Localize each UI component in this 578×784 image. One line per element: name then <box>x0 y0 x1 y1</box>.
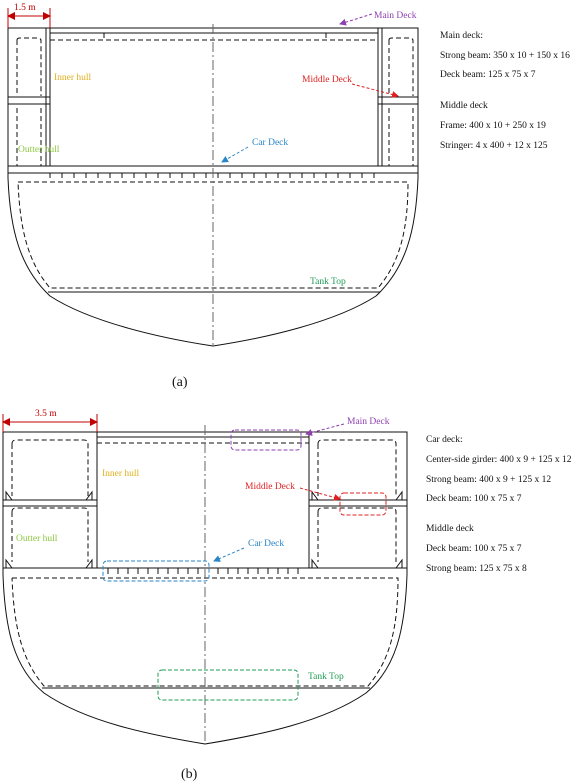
caption-a: (a) <box>172 375 188 390</box>
tank-top-label-a: Tank Top <box>310 277 346 287</box>
spec-b-line: Car deck: <box>426 435 463 445</box>
specs-a: Main deck: Strong beam: 350 x 10 + 150 x… <box>440 31 570 151</box>
panel-a <box>7 8 419 347</box>
spec-a-line: Frame: 400 x 10 + 250 x 19 <box>440 121 546 131</box>
hull-outline-b <box>2 431 408 745</box>
car-deck-label-a: Car Deck <box>252 138 288 148</box>
spec-a-line: Deck beam: 125 x 75 x 7 <box>440 70 536 80</box>
spec-b-line: Center-side girder: 400 x 9 + 125 x 12 <box>426 455 572 465</box>
outter-hull-label-a: Outter hull <box>18 145 60 155</box>
middle-deck-highlight-b <box>339 492 387 516</box>
middle-deck-label-a: Middle Deck <box>302 75 352 85</box>
spec-a-line: Main deck: <box>440 31 483 41</box>
car-deck-label-b: Car Deck <box>248 539 284 549</box>
inner-hull-label-b: Inner hull <box>102 469 140 479</box>
spec-b-line: Middle deck <box>426 524 474 534</box>
spec-a-line: Middle deck <box>440 101 488 111</box>
hull-outline-a <box>7 27 419 347</box>
car-deck-beams-a <box>49 173 375 178</box>
car-deck-beams-b <box>107 568 299 574</box>
outter-hull-label-b: Outter hull <box>16 534 58 544</box>
specs-b: Car deck: Center-side girder: 400 x 9 + … <box>426 435 572 574</box>
spec-b-line: Deck beam: 100 x 75 x 7 <box>426 544 522 554</box>
tank-top-highlight-b <box>157 669 299 701</box>
spec-a-line: Stringer: 4 x 400 + 12 x 125 <box>440 141 548 151</box>
dimension-label-b: 3.5 m <box>35 409 57 419</box>
main-deck-label-a: Main Deck <box>374 11 417 21</box>
spec-b-line: Deck beam: 100 x 75 x 7 <box>426 494 522 504</box>
inner-hull-label-a: Inner hull <box>54 73 92 83</box>
dimension-label-a: 1.5 m <box>14 3 36 13</box>
car-deck-highlight-b <box>102 560 210 582</box>
caption-b: (b) <box>181 767 198 782</box>
tank-top-label-b: Tank Top <box>308 672 344 682</box>
panel-a-labels: 1.5 m Main Deck Inner hull Middle Deck O… <box>14 3 570 390</box>
main-deck-label-b: Main Deck <box>347 417 390 427</box>
middle-deck-label-b: Middle Deck <box>245 482 295 492</box>
spec-b-line: Strong beam: 400 x 9 + 125 x 12 <box>426 475 551 485</box>
main-deck-highlight-b <box>230 429 302 451</box>
panel-b <box>2 414 408 745</box>
spec-a-line: Strong beam: 350 x 10 + 150 x 16 <box>440 51 570 61</box>
spec-b-line: Strong beam: 125 x 75 x 8 <box>426 564 527 574</box>
panel-b-labels: 3.5 m Main Deck Inner hull Middle Deck O… <box>16 409 572 782</box>
